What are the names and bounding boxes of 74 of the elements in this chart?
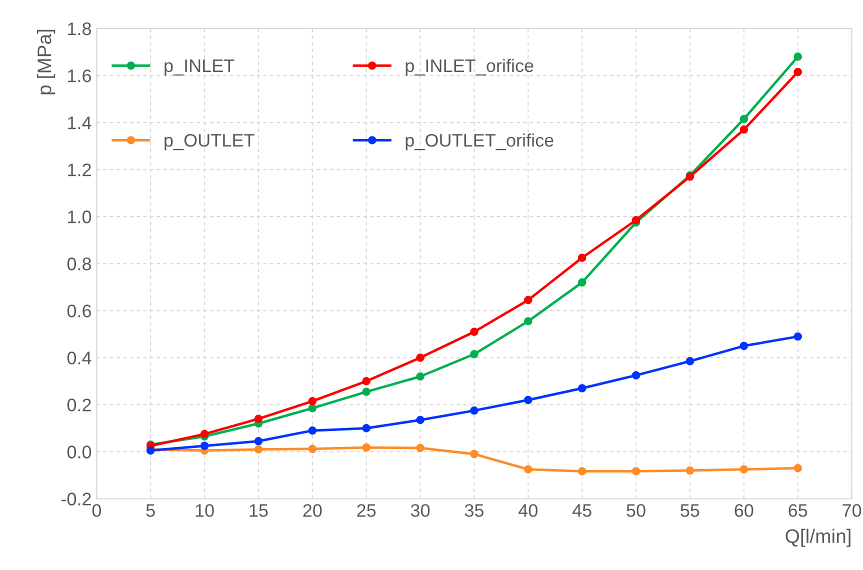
y-axis-title: p [MPa] bbox=[37, 30, 56, 94]
x-tick-label: 60 bbox=[734, 504, 754, 517]
point bbox=[632, 371, 640, 380]
x-tick-label: 40 bbox=[518, 504, 538, 517]
point bbox=[578, 384, 586, 392]
point bbox=[470, 350, 478, 358]
point bbox=[524, 396, 532, 404]
x-tick-label: 35 bbox=[464, 504, 484, 517]
point bbox=[470, 328, 478, 336]
x-tick-label: 45 bbox=[572, 504, 592, 517]
point bbox=[578, 278, 586, 287]
point bbox=[686, 357, 694, 366]
legend-label: p_INLET_orifice bbox=[406, 58, 534, 76]
point bbox=[362, 388, 371, 396]
x-tick-label: 55 bbox=[680, 504, 700, 517]
x-tick-label: 5 bbox=[146, 504, 155, 517]
point bbox=[308, 397, 317, 406]
y-tick-label: 1.8 bbox=[68, 22, 92, 36]
point bbox=[740, 125, 748, 134]
point bbox=[740, 342, 748, 350]
point bbox=[308, 426, 317, 435]
x-axis-title: Q[l/min] bbox=[786, 528, 850, 547]
point bbox=[794, 332, 802, 341]
point bbox=[362, 424, 371, 432]
legend-label: p_OUTLET_orifice bbox=[406, 133, 554, 150]
point bbox=[470, 406, 478, 415]
point bbox=[254, 445, 263, 454]
legend-label: p_INLET bbox=[164, 60, 234, 76]
y-tick-label: 1.4 bbox=[68, 116, 92, 130]
point bbox=[686, 466, 694, 475]
point bbox=[794, 68, 802, 76]
y-tick-label: 1.0 bbox=[68, 210, 92, 224]
point bbox=[200, 442, 209, 450]
point bbox=[524, 296, 532, 304]
point bbox=[524, 465, 532, 474]
point bbox=[416, 444, 424, 452]
point bbox=[416, 416, 424, 424]
point bbox=[200, 430, 209, 438]
point bbox=[794, 464, 802, 472]
point bbox=[794, 52, 802, 61]
point bbox=[740, 465, 748, 474]
y-tick-label: 0.2 bbox=[67, 398, 91, 412]
point bbox=[416, 354, 424, 362]
point bbox=[740, 114, 748, 124]
point bbox=[470, 450, 478, 458]
point bbox=[632, 467, 640, 476]
y-tick-label: -0.2 bbox=[61, 492, 91, 506]
y-tick-label: 0.8 bbox=[67, 258, 92, 270]
y-tick-label: 1.6 bbox=[68, 69, 92, 82]
x-tick-label: 15 bbox=[250, 504, 268, 517]
point bbox=[308, 404, 317, 412]
legend-label: p_OUTLET bbox=[164, 134, 254, 150]
point bbox=[362, 377, 371, 386]
point bbox=[254, 414, 263, 423]
point bbox=[578, 467, 586, 476]
point bbox=[254, 436, 263, 446]
x-tick-label: 65 bbox=[788, 504, 808, 517]
x-tick-label: 25 bbox=[357, 504, 376, 517]
point bbox=[578, 254, 586, 262]
point bbox=[632, 216, 640, 224]
y-tick-label: 0.6 bbox=[67, 304, 92, 318]
point bbox=[308, 444, 317, 454]
x-tick-label: 50 bbox=[626, 504, 646, 517]
point bbox=[416, 372, 424, 381]
point bbox=[362, 443, 371, 452]
y-tick-label: 0.0 bbox=[67, 446, 92, 458]
point bbox=[524, 317, 532, 326]
x-tick-label: 0 bbox=[92, 504, 101, 517]
y-tick-label: 1.2 bbox=[68, 164, 91, 176]
x-tick-label: 70 bbox=[842, 504, 862, 517]
x-tick-label: 10 bbox=[196, 504, 214, 517]
x-tick-label: 30 bbox=[410, 504, 430, 517]
x-tick-label: 20 bbox=[303, 504, 322, 517]
y-tick-label: 0.4 bbox=[67, 352, 92, 364]
